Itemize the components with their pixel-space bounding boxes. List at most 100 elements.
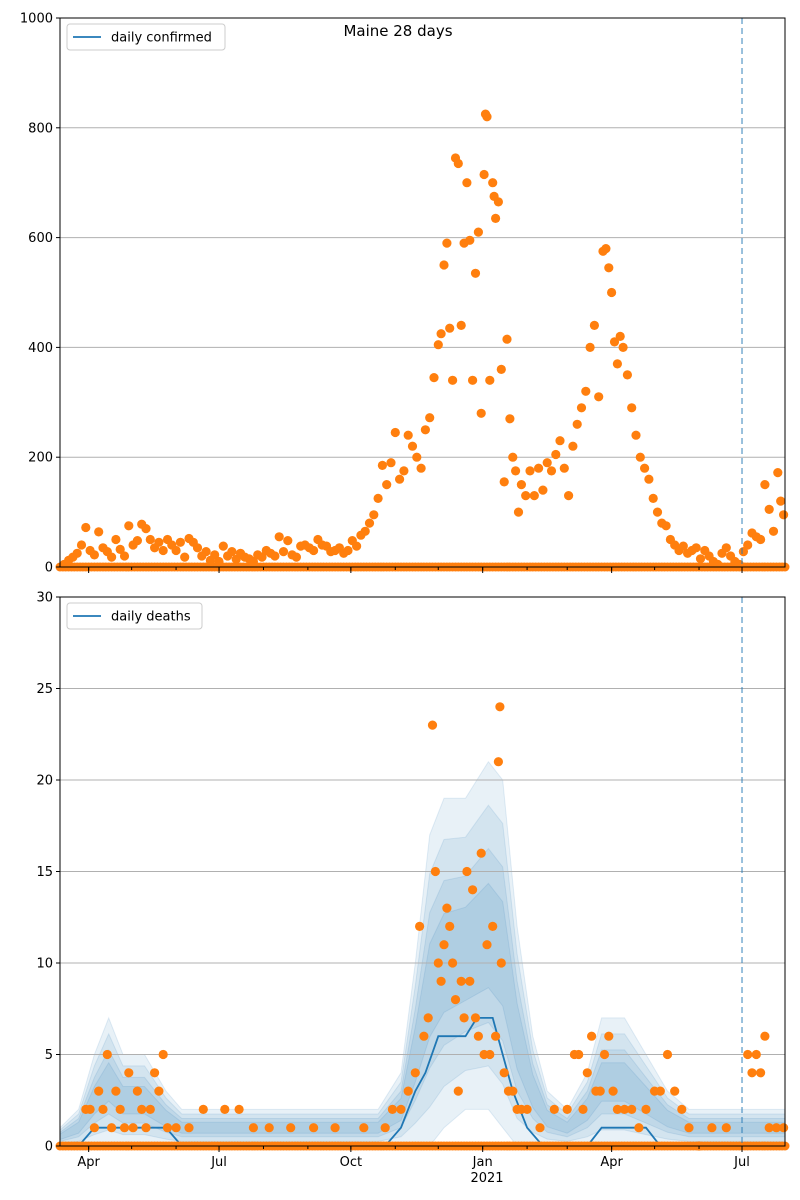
data-point	[377, 460, 387, 470]
data-point	[631, 430, 641, 440]
deaths-grid	[60, 688, 785, 1055]
data-point	[779, 1123, 789, 1133]
y-tick-label: 20	[36, 774, 53, 789]
chart-title: Maine 28 days	[343, 22, 452, 40]
data-point	[640, 463, 650, 473]
data-point	[485, 1049, 495, 1060]
data-point	[485, 375, 495, 385]
data-point	[111, 534, 121, 545]
data-point	[141, 1123, 151, 1133]
data-point	[442, 238, 452, 248]
data-point	[578, 1104, 588, 1114]
data-point	[359, 1123, 369, 1133]
data-point	[627, 403, 637, 413]
y-tick-label: 25	[36, 682, 53, 697]
data-point	[493, 757, 503, 767]
x-tick-label: Oct	[340, 1155, 362, 1170]
data-point	[420, 425, 430, 435]
data-point	[180, 552, 190, 562]
data-point	[94, 527, 104, 537]
data-point	[124, 1068, 134, 1078]
data-point	[499, 477, 509, 487]
data-point	[364, 518, 375, 528]
chart-confirmed: 0 200 400 600 800 1000 Maine 28 days daily co…	[20, 12, 790, 576]
confirmed-grid	[60, 127, 785, 458]
data-point	[343, 545, 353, 556]
data-point	[171, 1123, 181, 1133]
data-point	[496, 958, 506, 968]
data-point	[184, 1123, 194, 1133]
data-point	[721, 1123, 731, 1133]
y-tick-label: 400	[28, 341, 53, 356]
data-point	[264, 1123, 274, 1133]
confirmed-x-ticks	[88, 567, 743, 573]
data-point	[505, 414, 515, 424]
data-point	[589, 320, 600, 330]
data-point	[488, 921, 498, 932]
data-point	[407, 441, 418, 451]
data-point	[201, 547, 211, 557]
data-point	[534, 463, 544, 473]
data-point	[423, 1013, 433, 1023]
data-point	[442, 903, 452, 913]
data-point	[618, 342, 628, 352]
data-point	[283, 536, 293, 546]
data-point	[476, 848, 486, 858]
x-axis-year-label: 2021	[470, 1171, 503, 1186]
data-point	[107, 1123, 117, 1133]
data-point	[107, 552, 117, 562]
data-point	[751, 1049, 761, 1060]
data-point	[158, 1049, 168, 1060]
confirmed-axes-frame	[59, 17, 786, 568]
data-point	[595, 1086, 605, 1096]
deaths-legend-box	[66, 602, 203, 630]
data-point	[641, 1104, 651, 1114]
data-point	[456, 320, 466, 330]
data-point	[764, 504, 774, 514]
data-point	[459, 1013, 469, 1023]
data-point	[98, 1104, 108, 1114]
data-point	[145, 534, 155, 545]
data-point	[128, 1123, 138, 1133]
data-point	[521, 491, 531, 501]
data-point	[102, 1049, 112, 1060]
data-point	[439, 260, 449, 270]
data-point	[76, 540, 87, 550]
data-point	[89, 550, 99, 560]
data-point	[352, 541, 362, 551]
deaths-y-ticks: 0 5 10 15 20 25 30	[36, 591, 60, 1155]
data-point	[473, 227, 483, 237]
data-point	[395, 474, 405, 484]
data-point	[572, 419, 582, 429]
data-point	[248, 1123, 258, 1133]
data-point	[439, 940, 449, 950]
data-point	[562, 1104, 572, 1114]
data-point	[684, 1123, 694, 1133]
data-point	[111, 1086, 121, 1096]
x-tick-label: Jul	[733, 1155, 750, 1170]
data-point	[210, 550, 220, 560]
data-point	[482, 940, 492, 950]
data-point	[94, 1086, 104, 1096]
data-point	[234, 1104, 244, 1114]
data-point	[430, 866, 440, 877]
data-point	[559, 463, 569, 473]
data-point	[386, 458, 396, 468]
data-point	[410, 1068, 420, 1078]
data-point	[445, 323, 455, 333]
data-point	[476, 408, 486, 418]
data-point	[286, 1123, 296, 1133]
data-point	[551, 449, 561, 460]
data-point	[396, 1104, 406, 1114]
data-point	[427, 720, 438, 730]
chart-deaths: 0 5 10 15 20 25 30 Apr Jul Oct Jan Apr Jul 2021 dai…	[36, 591, 790, 1186]
data-point	[612, 359, 623, 369]
y-tick-label: 600	[28, 231, 53, 246]
data-point	[369, 510, 379, 520]
data-point	[756, 534, 766, 545]
deaths-x-ticks: Apr Jul Oct Jan Apr Jul	[77, 1146, 750, 1170]
data-point	[615, 331, 625, 341]
data-point	[576, 403, 587, 413]
data-point	[488, 178, 498, 188]
data-point	[419, 1031, 429, 1041]
